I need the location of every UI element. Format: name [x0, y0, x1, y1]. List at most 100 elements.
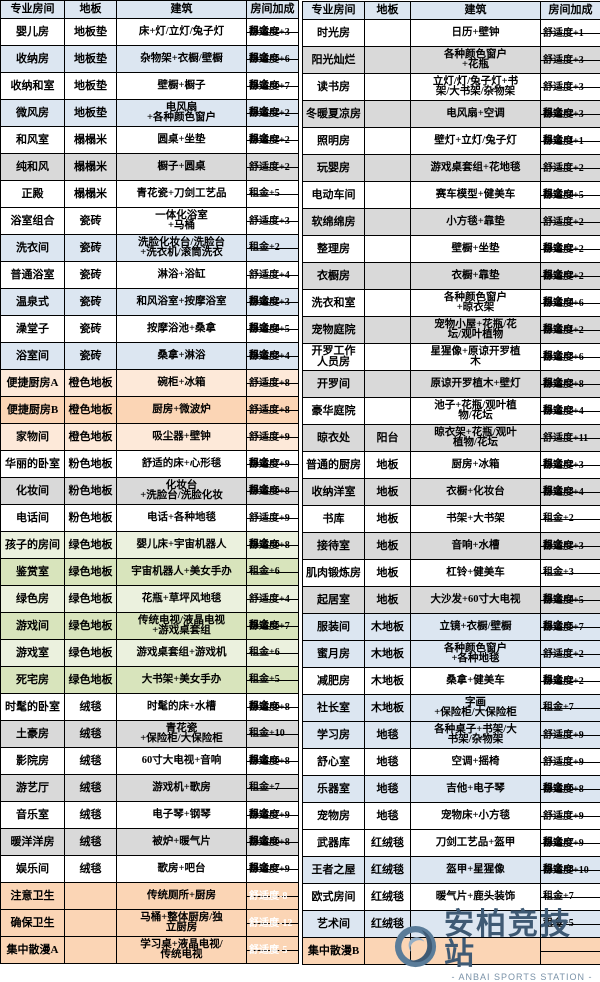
room-bonus-cell: 租金+5: [247, 181, 299, 208]
room-name-cell: 绿色房: [1, 586, 65, 613]
building-cell: 舒适的床+心形毯: [117, 451, 247, 478]
bonus-value: 租金+7: [247, 788, 298, 789]
table-row: 游艺厅绒毯游戏机+歌房租金+7: [1, 775, 299, 802]
building-cell: 空调+摇椅: [411, 749, 541, 776]
header-floor: 地板: [365, 2, 411, 20]
table-row: 欧式房间红绒毯暖气片+鹿头装饰租金+7: [303, 884, 600, 911]
room-bonus-cell: 舒适度+4: [247, 262, 299, 289]
floor-cell: [365, 263, 411, 290]
floor-cell: 绒毯: [65, 694, 117, 721]
room-bonus-cell: 舒适度+9: [541, 722, 600, 749]
floor-cell: 绒毯: [65, 748, 117, 775]
building-cell: 淋浴+浴缸: [117, 262, 247, 289]
room-bonus-cell: 舒适度-12: [247, 910, 299, 937]
room-name-cell: 晾衣处: [303, 425, 365, 452]
room-name-cell: 书库: [303, 506, 365, 533]
building-cell: [411, 911, 541, 938]
floor-cell: [365, 47, 411, 74]
table-row: 鉴赏室绿色地板宇宙机器人+美女手办租金+6: [1, 559, 299, 586]
table-row: 社长室木地板字画+保险柜/大保险柜租金+7: [303, 695, 600, 722]
room-name-cell: 软绵绵房: [303, 209, 365, 236]
header-room-bonus: 房间加成: [247, 1, 299, 19]
table-row: 死宅房绿色地板大书架+美女手办租金+5: [1, 667, 299, 694]
building-cell: 壁灯+立灯/兔子灯: [411, 128, 541, 155]
building-cell: 学习桌+液晶电视/传统电视: [117, 937, 247, 964]
floor-cell: [65, 883, 117, 910]
room-bonus-cell: 舒适度+9: [247, 505, 299, 532]
table-row: 软绵绵房小方毯+靠垫 舒适度+2: [303, 209, 600, 236]
floor-cell: 瓷砖: [65, 208, 117, 235]
room-name-cell: 衣橱房: [303, 263, 365, 290]
room-name-cell: 阳光灿烂: [303, 47, 365, 74]
floor-cell: 地板: [365, 560, 411, 587]
room-name-cell: 确保卫生: [1, 910, 65, 937]
building-cell: 盔甲+星猩像: [411, 857, 541, 884]
building-cell: 青花瓷+刀剑工艺品: [117, 181, 247, 208]
floor-cell: 红绒毯: [365, 911, 411, 938]
table-row: 普通浴室瓷砖淋浴+浴缸 舒适度+4: [1, 262, 299, 289]
table-row: 艺术间红绒毯租金+5: [303, 911, 600, 938]
room-bonus-cell: 舒适度+2: [541, 155, 600, 182]
floor-cell: 地板: [365, 479, 411, 506]
room-bonus-cell: 舒适度+3: [247, 208, 299, 235]
floor-cell: 绿色地板: [65, 586, 117, 613]
bonus-value: 租金+2: [247, 248, 298, 249]
floor-cell: 瓷砖: [65, 289, 117, 316]
building-cell: 碗柜+冰箱: [117, 370, 247, 397]
floor-cell: 地板垫: [65, 73, 117, 100]
room-name-cell: 服装间: [303, 614, 365, 641]
floor-cell: 地毯: [365, 776, 411, 803]
floor-cell: 绿色地板: [65, 559, 117, 586]
floor-cell: 地板: [365, 587, 411, 614]
building-cell: 60寸大电视+音响: [117, 748, 247, 775]
building-cell: 按摩浴池+桑拿: [117, 316, 247, 343]
room-name-cell: 娱乐间: [1, 856, 65, 883]
floor-cell: 地板垫: [65, 19, 117, 46]
building-cell: 游戏桌套组+花地毯: [411, 155, 541, 182]
floor-cell: 瓷砖: [65, 262, 117, 289]
building-cell: 厨房+微波炉: [117, 397, 247, 424]
building-cell: 电子琴+钢琴: [117, 802, 247, 829]
room-name-cell: 时髦的卧室: [1, 694, 65, 721]
header-room-name: 专业房间: [1, 1, 65, 19]
floor-cell: 地板: [365, 533, 411, 560]
room-name-cell: 开罗间: [303, 371, 365, 398]
room-bonus-cell: 租金+6: [247, 559, 299, 586]
floor-cell: 阳台: [365, 425, 411, 452]
floor-cell: [365, 371, 411, 398]
room-name-cell: 便捷厨房A: [1, 370, 65, 397]
room-name-cell: 影院房: [1, 748, 65, 775]
header-building: 建筑: [117, 1, 247, 19]
building-cell: 游戏桌套组+游戏机: [117, 640, 247, 667]
floor-cell: 绿色地板: [65, 667, 117, 694]
floor-cell: 地毯: [365, 803, 411, 830]
room-name-cell: 王者之屋: [303, 857, 365, 884]
room-name-cell: 澡堂子: [1, 316, 65, 343]
room-name-cell: 接待室: [303, 533, 365, 560]
room-name-cell: 收纳房: [1, 46, 65, 73]
building-cell: 暖气片+鹿头装饰: [411, 884, 541, 911]
room-name-cell: 收纳洋室: [303, 479, 365, 506]
room-bonus-cell: 租金+7: [541, 695, 600, 722]
room-bonus-cell: 舒适度-5: [247, 937, 299, 964]
